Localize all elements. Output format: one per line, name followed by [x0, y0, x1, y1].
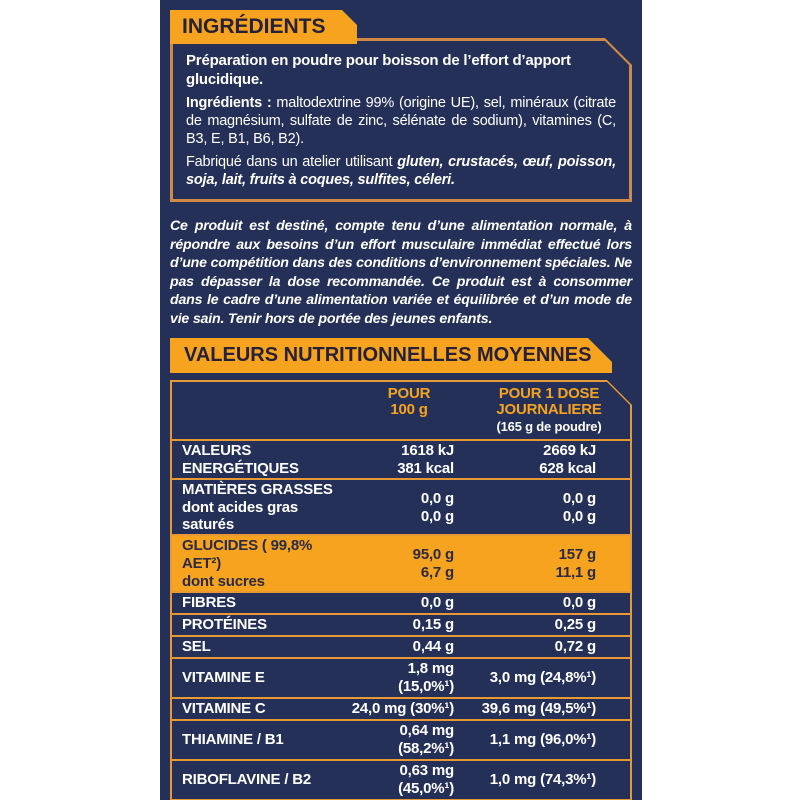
nutrition-table: POUR 100 g POUR 1 DOSE JOURNALIERE (165 …: [172, 382, 630, 800]
table-row: THIAMINE / B1 0,64 mg (58,2%¹) 1,1 mg (96,…: [172, 719, 630, 759]
ingredients-box: Préparation en poudre pour boisson de l’…: [173, 41, 629, 199]
nutrition-title: VALEURS NUTRITIONNELLES MOYENNES: [184, 344, 592, 366]
value-per-100g: 0,0 g: [420, 594, 454, 611]
value-per-100g: 0,64 mg (58,2%¹): [398, 722, 454, 757]
nutrient-name: VITAMINE E: [182, 669, 265, 686]
product-description: Préparation en poudre pour boisson de l’…: [186, 52, 571, 88]
header-dose-weight: (165 g de poudre): [496, 419, 602, 434]
ingredients-list: Ingrédients : maltodextrine 99% (origine…: [186, 94, 616, 148]
header-per-100g: POUR 100 g: [387, 385, 431, 418]
allergen-statement: Fabriqué dans un atelier utilisant glute…: [186, 153, 616, 189]
nutrient-name: THIAMINE / B1: [182, 731, 284, 748]
nutrition-header: VALEURS NUTRITIONNELLES MOYENNES: [170, 338, 612, 373]
value-per-100g: 1618 kJ 381 kcal: [397, 442, 454, 477]
nutrient-name: SEL: [182, 638, 211, 655]
table-row: PROTÉINES 0,15 g 0,25 g: [172, 613, 630, 635]
value-per-100g: 95,0 g 6,7 g: [412, 546, 454, 581]
usage-notice: Ce produit est destiné, compte tenu d’un…: [170, 218, 632, 327]
allergen-list: gluten, crustacés, œuf, poisson, soja, l…: [186, 154, 616, 188]
value-per-dose: 3,0 mg (24,8%¹): [489, 669, 596, 686]
nutrient-name: RIBOFLAVINE / B2: [182, 771, 312, 788]
value-per-100g: 0,15 g: [412, 616, 454, 633]
value-per-dose: 0,25 g: [554, 616, 596, 633]
ingredients-list-text: maltodextrine 99% (origine UE), sel, min…: [186, 95, 616, 147]
value-per-dose: 0,0 g: [562, 594, 596, 611]
nutrition-table-body: VALEURS ENERGÉTIQUES 1618 kJ 381 kcal 2669 k…: [172, 439, 630, 800]
value-per-100g: 1,8 mg (15,0%¹): [398, 660, 454, 695]
nutrient-name: PROTÉINES: [182, 616, 267, 633]
nutrient-name: MATIÈRES GRASSES dont acides gras saturés: [182, 481, 333, 533]
nutrient-name: GLUCIDES ( 99,8% AET²) dont sucres: [182, 537, 313, 590]
nutrition-table-border: POUR 100 g POUR 1 DOSE JOURNALIERE (165 …: [170, 380, 632, 800]
nutrient-name: FIBRES: [182, 594, 236, 611]
value-per-dose: 0,0 g 0,0 g: [562, 489, 596, 525]
table-row: VALEURS ENERGÉTIQUES 1618 kJ 381 kcal 2669 k…: [172, 439, 630, 478]
value-per-dose: 2669 kJ 628 kcal: [539, 442, 596, 477]
value-per-100g: 0,0 g 0,0 g: [420, 489, 454, 525]
table-row: MATIÈRES GRASSES dont acides gras saturés…: [172, 478, 630, 534]
value-per-100g: 24,0 mg (30%¹): [351, 700, 454, 717]
ingredients-header: INGRÉDIENTS: [170, 10, 357, 44]
value-per-dose: 1,0 mg (74,3%¹): [489, 771, 596, 788]
table-header-row: POUR 100 g POUR 1 DOSE JOURNALIERE (165 …: [172, 382, 630, 439]
header-per-dose: POUR 1 DOSE JOURNALIERE (165 g de poudre…: [468, 386, 630, 434]
ingredients-list-label: Ingrédients :: [186, 95, 272, 111]
value-per-dose: 39,6 mg (49,5%¹): [481, 700, 596, 717]
table-row: RIBOFLAVINE / B2 0,63 mg (45,0%¹) 1,0 mg (…: [172, 759, 630, 799]
label-panel: INGRÉDIENTS Préparation en poudre pour b…: [160, 0, 642, 800]
nutrient-name: VALEURS ENERGÉTIQUES: [182, 442, 299, 477]
value-per-dose: 1,1 mg (96,0%¹): [489, 731, 596, 748]
nutrient-name: VITAMINE C: [182, 700, 266, 717]
table-row: SEL 0,44 g 0,72 g: [172, 635, 630, 657]
table-row: VITAMINE E 1,8 mg (15,0%¹) 3,0 mg (24,8%¹): [172, 657, 630, 697]
ingredients-title: INGRÉDIENTS: [182, 15, 326, 38]
value-per-100g: 0,63 mg (45,0%¹): [398, 762, 454, 797]
value-per-dose: 0,72 g: [554, 638, 596, 655]
table-row: FIBRES 0,0 g 0,0 g: [172, 591, 630, 613]
allergen-intro: Fabriqué dans un atelier utilisant: [186, 154, 393, 170]
value-per-100g: 0,44 g: [412, 638, 454, 655]
ingredients-box-border: Préparation en poudre pour boisson de l’…: [170, 38, 632, 202]
table-row: VITAMINE C 24,0 mg (30%¹) 39,6 mg (49,5%¹): [172, 697, 630, 719]
value-per-dose: 157 g 11,1 g: [555, 546, 596, 581]
